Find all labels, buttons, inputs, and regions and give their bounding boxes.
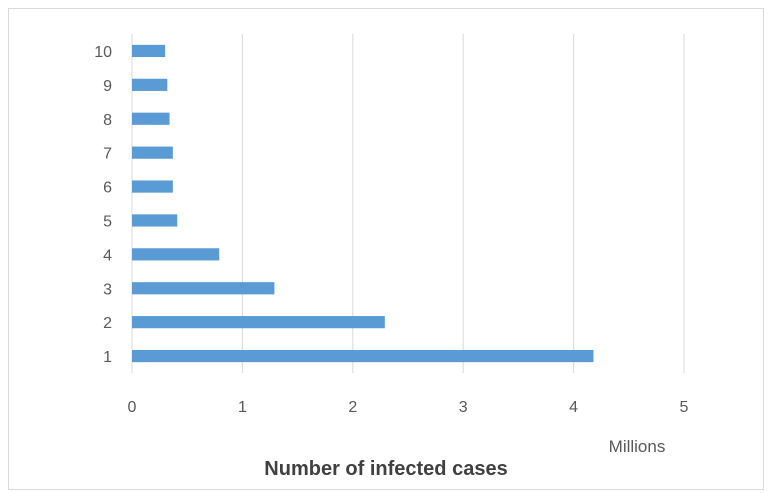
- y-tick-label: 10: [94, 44, 112, 61]
- bar-5: [132, 214, 178, 227]
- y-tick-label: 8: [103, 112, 112, 129]
- x-tick-label: 1: [238, 399, 247, 416]
- y-tick-label: 7: [103, 146, 112, 163]
- bars: [132, 44, 594, 363]
- y-tick-labels: 1 2 3 4 5 6 7 8 9 10: [94, 44, 112, 366]
- x-unit-label: Millions: [609, 437, 666, 456]
- bar-2: [132, 316, 385, 329]
- x-tick-label: 4: [569, 399, 578, 416]
- bar-9: [132, 78, 168, 91]
- x-tick-label: 2: [348, 399, 357, 416]
- y-tick-label: 3: [103, 281, 112, 298]
- bar-1: [132, 349, 594, 363]
- bar-6: [132, 180, 173, 193]
- y-tick-label: 1: [103, 349, 112, 366]
- x-tick-label: 0: [128, 399, 137, 416]
- y-tick-label: 4: [103, 247, 112, 264]
- bar-3: [132, 282, 275, 295]
- x-axis-title: Number of infected cases: [264, 458, 507, 480]
- bar-8: [132, 112, 170, 125]
- bar-7: [132, 146, 173, 159]
- bar-4: [132, 248, 220, 261]
- x-tick-labels: 0 1 2 3 4 5: [128, 399, 689, 416]
- bar-10: [132, 44, 166, 58]
- y-tick-label: 2: [103, 315, 112, 332]
- x-tick-label: 5: [680, 399, 689, 416]
- y-tick-label: 9: [103, 78, 112, 95]
- y-tick-label: 5: [103, 213, 112, 230]
- x-tick-label: 3: [459, 399, 468, 416]
- y-tick-label: 6: [103, 180, 112, 197]
